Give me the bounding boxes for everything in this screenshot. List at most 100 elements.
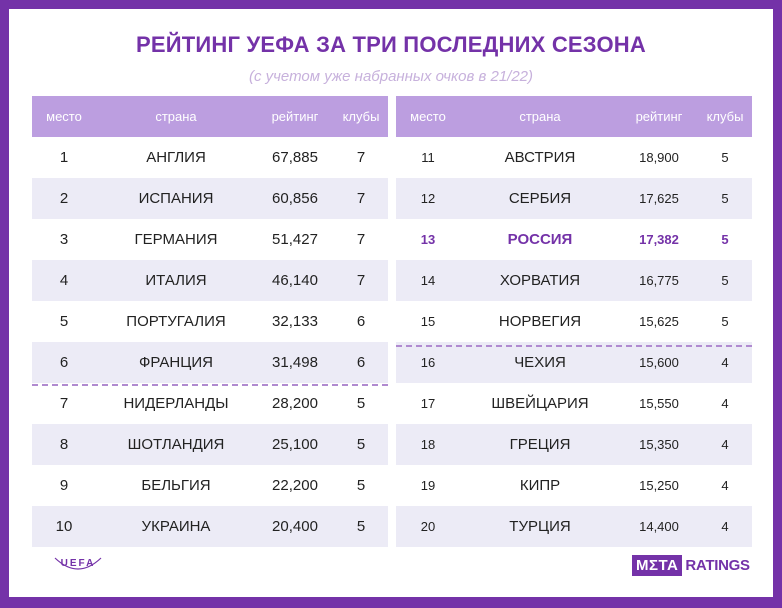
cell-clubs: 6	[356, 313, 366, 330]
uefa-logo: UEFA	[52, 552, 104, 583]
cell-rating: 60,856	[272, 190, 318, 207]
cell-country: АВСТРИЯ	[504, 149, 576, 166]
cell-place: 14	[420, 273, 436, 288]
cell-country: ИСПАНИЯ	[138, 190, 214, 207]
cell-country: ШОТЛАНДИЯ	[127, 436, 225, 453]
cell-country: ГРЕЦИЯ	[509, 436, 571, 453]
cell-country: АНГЛИЯ	[146, 149, 206, 166]
cell-clubs: 7	[356, 149, 366, 166]
cell-rating: 16,775	[639, 273, 679, 288]
cell-place: 20	[420, 519, 436, 534]
cell-country: РОССИЯ	[507, 231, 573, 248]
cell-clubs: 7	[356, 272, 366, 289]
cell-place: 7	[59, 395, 69, 412]
cell-clubs: 4	[721, 355, 729, 370]
cell-place: 3	[59, 231, 69, 248]
cell-rating: 67,885	[272, 149, 318, 166]
table-row: 7 НИДЕРЛАНДЫ 28,200 5	[32, 383, 388, 424]
meta-logo-text: RATINGS	[685, 557, 750, 574]
cell-clubs: 7	[356, 190, 366, 207]
cell-place: 18	[420, 437, 436, 452]
cell-rating: 14,400	[639, 519, 679, 534]
cell-rating: 25,100	[272, 436, 318, 453]
cell-place: 16	[420, 355, 436, 370]
cell-country: НОРВЕГИЯ	[498, 313, 582, 330]
cell-place: 12	[420, 191, 436, 206]
cell-country: УКРАИНА	[141, 518, 211, 535]
cell-country: ФРАНЦИЯ	[139, 354, 213, 371]
conference-cutoff-divider	[396, 345, 752, 347]
cell-clubs: 5	[721, 191, 729, 206]
europa-cutoff-divider	[32, 384, 388, 386]
table-row: 3 ГЕРМАНИЯ 51,427 7	[32, 219, 388, 260]
table-row: 11 АВСТРИЯ 18,900 5	[396, 137, 752, 178]
cell-clubs: 5	[721, 232, 729, 247]
table-row: 5 ПОРТУГАЛИЯ 32,133 6	[32, 301, 388, 342]
cell-place: 10	[55, 518, 73, 535]
header-rating: рейтинг	[635, 109, 683, 124]
table-header: место страна рейтинг клубы	[396, 96, 752, 137]
cell-country: КИПР	[519, 477, 561, 494]
cell-clubs: 5	[721, 150, 729, 165]
cell-place: 17	[420, 396, 436, 411]
table-row: 19 КИПР 15,250 4	[396, 465, 752, 506]
cell-clubs: 5	[721, 273, 729, 288]
cell-rating: 46,140	[272, 272, 318, 289]
cell-place: 5	[59, 313, 69, 330]
cell-clubs: 5	[356, 395, 366, 412]
cell-rating: 15,625	[639, 314, 679, 329]
page-title: РЕЙТИНГ УЕФА ЗА ТРИ ПОСЛЕДНИХ СЕЗОНА	[136, 32, 646, 57]
cell-place: 9	[59, 477, 69, 494]
ranking-table-right: место страна рейтинг клубы 11 АВСТРИЯ 18,9…	[396, 96, 752, 547]
cell-rating: 17,625	[639, 191, 679, 206]
cell-clubs: 5	[356, 436, 366, 453]
cell-rating: 28,200	[272, 395, 318, 412]
cell-clubs: 4	[721, 396, 729, 411]
cell-country: ГЕРМАНИЯ	[134, 231, 218, 248]
table-row: 2 ИСПАНИЯ 60,856 7	[32, 178, 388, 219]
cell-place: 19	[420, 478, 436, 493]
header-clubs: клубы	[342, 109, 380, 124]
cell-rating: 22,200	[272, 477, 318, 494]
page-subtitle: (с учетом уже набранных очков в 21/22)	[248, 68, 534, 85]
cell-clubs: 5	[356, 518, 366, 535]
svg-text:UEFA: UEFA	[61, 558, 96, 569]
header-place: место	[410, 109, 446, 124]
cell-country: НИДЕРЛАНДЫ	[123, 395, 229, 412]
cell-country: ШВЕЙЦАРИЯ	[491, 395, 589, 412]
cell-rating: 15,250	[639, 478, 679, 493]
cell-rating: 18,900	[639, 150, 679, 165]
table-header: место страна рейтинг клубы	[32, 96, 388, 137]
cell-place: 6	[59, 354, 69, 371]
cell-rating: 31,498	[272, 354, 318, 371]
table-row: 15 НОРВЕГИЯ 15,625 5	[396, 301, 752, 342]
cell-clubs: 6	[356, 354, 366, 371]
cell-rating: 15,600	[639, 355, 679, 370]
header-rating: рейтинг	[271, 109, 319, 124]
header-country: страна	[519, 109, 561, 124]
cell-rating: 51,427	[272, 231, 318, 248]
table-row: 9 БЕЛЬГИЯ 22,200 5	[32, 465, 388, 506]
cell-place: 11	[421, 150, 435, 165]
cell-place: 1	[59, 149, 69, 166]
cell-place: 13	[420, 232, 436, 247]
cell-country: СЕРБИЯ	[508, 190, 572, 207]
cell-rating: 17,382	[639, 232, 679, 247]
cell-rating: 20,400	[272, 518, 318, 535]
cell-place: 8	[59, 436, 69, 453]
meta-logo-box: MΣTA	[632, 555, 683, 576]
table-row: 16 ЧЕХИЯ 15,600 4	[396, 342, 752, 383]
cell-country: ПОРТУГАЛИЯ	[126, 313, 226, 330]
table-row: 13 РОССИЯ 17,382 5	[396, 219, 752, 260]
cell-clubs: 7	[356, 231, 366, 248]
header-clubs: клубы	[706, 109, 744, 124]
cell-rating: 15,350	[639, 437, 679, 452]
cell-place: 15	[420, 314, 436, 329]
cell-clubs: 5	[356, 477, 366, 494]
table-row: 20 ТУРЦИЯ 14,400 4	[396, 506, 752, 547]
cell-country: ХОРВАТИЯ	[499, 272, 581, 289]
ranking-table-left: место страна рейтинг клубы 1 АНГЛИЯ 67,885…	[32, 96, 388, 547]
table-row: 18 ГРЕЦИЯ 15,350 4	[396, 424, 752, 465]
cell-clubs: 5	[721, 314, 729, 329]
cell-clubs: 4	[721, 519, 729, 534]
